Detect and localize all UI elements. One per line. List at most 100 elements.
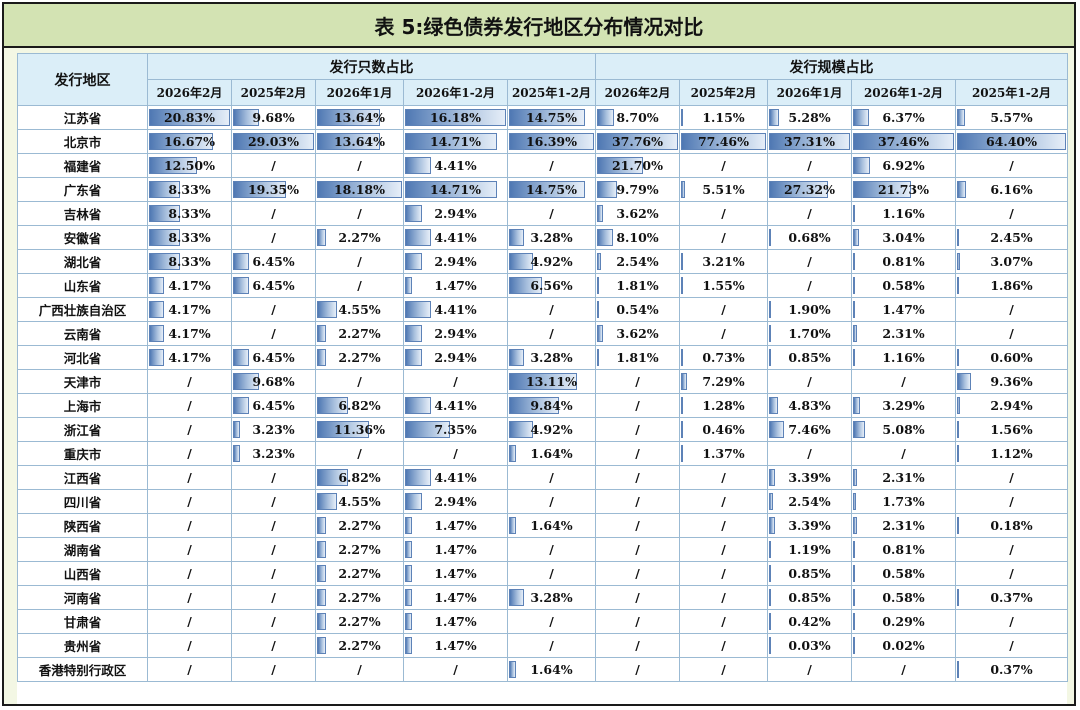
data-bar [681,277,683,294]
count-share-cell: / [147,441,232,466]
count-share-cell: / [231,465,316,490]
data-bar [405,613,413,630]
count-share-cell: 1.64% [507,657,596,682]
cell-value: / [357,206,362,221]
scale-share-cell: 27.32% [767,177,852,202]
count-share-cell: 13.11% [507,369,596,394]
count-share-cell: / [507,633,596,658]
cell-value: 4.17% [168,326,211,341]
count-share-cell: 14.75% [507,177,596,202]
cell-value: 3.28% [530,230,573,245]
cell-value: / [635,590,640,605]
data-bar [769,325,771,342]
scale-share-cell: 0.85% [767,561,852,586]
data-bar [957,445,959,462]
scale-share-cell: / [679,465,768,490]
count-share-cell: 20.83% [147,105,232,130]
count-share-cell: / [507,201,596,226]
cell-value: / [1009,470,1014,485]
cell-value: 0.58% [882,566,925,581]
count-share-cell: / [315,441,404,466]
cell-value: 4.92% [530,254,573,269]
count-share-cell: 7.35% [403,417,508,442]
count-share-cell: 2.27% [315,537,404,562]
count-share-cell: 3.23% [231,417,316,442]
count-share-cell: 1.47% [403,561,508,586]
count-share-cell: / [231,321,316,346]
cell-value: 6.45% [252,254,295,269]
cell-value: 4.41% [434,470,477,485]
data-bar [509,589,525,606]
data-bar [405,517,413,534]
data-bar [957,229,960,246]
cell-value: 3.07% [990,254,1033,269]
count-share-cell: / [231,633,316,658]
table-row: 云南省 4.17% / 2.27% 2.94% / 3.62% / 1.70% 2.31% / [17,321,1068,346]
data-bar [853,229,860,246]
cell-value: 2.27% [338,614,381,629]
data-bar [317,541,326,558]
scale-share-cell: / [851,657,956,682]
data-bar [597,325,603,342]
scale-share-cell: / [767,657,852,682]
table-row: 香港特别行政区 / / / / 1.64% / / / / 0.37% [17,657,1068,682]
scale-share-cell: / [679,513,768,538]
data-bar [853,109,869,126]
cell-value: 0.03% [788,638,831,653]
scale-share-cell: / [955,561,1068,586]
count-share-cell: 2.27% [315,561,404,586]
cell-value: 0.37% [990,662,1033,677]
data-bar [769,565,771,582]
scale-share-cell: 1.16% [851,201,956,226]
cell-value: 0.58% [882,278,925,293]
count-share-cell: 1.47% [403,609,508,634]
cell-value: 3.23% [252,422,295,437]
data-bar [957,661,959,678]
data-bar [681,181,686,198]
count-share-cell: 9.68% [231,105,316,130]
data-bar [853,469,858,486]
data-bar [405,565,413,582]
count-share-cell: 4.92% [507,249,596,274]
scale-share-cell: / [595,369,680,394]
scale-share-cell: 1.12% [955,441,1068,466]
region-cell: 河北省 [17,345,148,370]
scale-share-cell: 3.62% [595,201,680,226]
count-share-cell: 2.27% [315,609,404,634]
cell-value: 2.54% [616,254,659,269]
scale-share-cell: 1.73% [851,489,956,514]
scale-share-cell: / [595,393,680,418]
cell-value: 0.58% [882,590,925,605]
cell-value: 3.28% [530,350,573,365]
scale-share-cell: 1.37% [679,441,768,466]
scale-share-cell: 1.81% [595,273,680,298]
cell-value: 1.16% [882,206,925,221]
cell-value: 8.33% [168,182,211,197]
count-share-cell: 16.18% [403,105,508,130]
cell-value: / [807,278,812,293]
data-bar [509,445,516,462]
count-share-cell: 14.71% [403,129,508,154]
count-share-cell: 1.64% [507,513,596,538]
table-title: 表 5:绿色债券发行地区分布情况对比 [4,4,1074,48]
count-share-cell: 3.28% [507,225,596,250]
cell-value: / [357,278,362,293]
region-cell: 甘肃省 [17,609,148,634]
region-cell: 北京市 [17,129,148,154]
data-bar [149,349,164,366]
region-cell: 山西省 [17,561,148,586]
scale-share-cell: / [767,201,852,226]
scale-share-cell: 7.46% [767,417,852,442]
data-bar [597,349,599,366]
data-bar [769,421,784,438]
scale-share-cell: 3.21% [679,249,768,274]
count-share-cell: / [147,585,232,610]
data-bar [681,397,683,414]
cell-value: 2.94% [434,206,477,221]
data-bar [405,469,432,486]
data-bar [853,637,855,654]
cell-value: 6.45% [252,398,295,413]
cell-value: / [1009,638,1014,653]
cell-value: / [187,494,192,509]
cell-value: / [187,398,192,413]
